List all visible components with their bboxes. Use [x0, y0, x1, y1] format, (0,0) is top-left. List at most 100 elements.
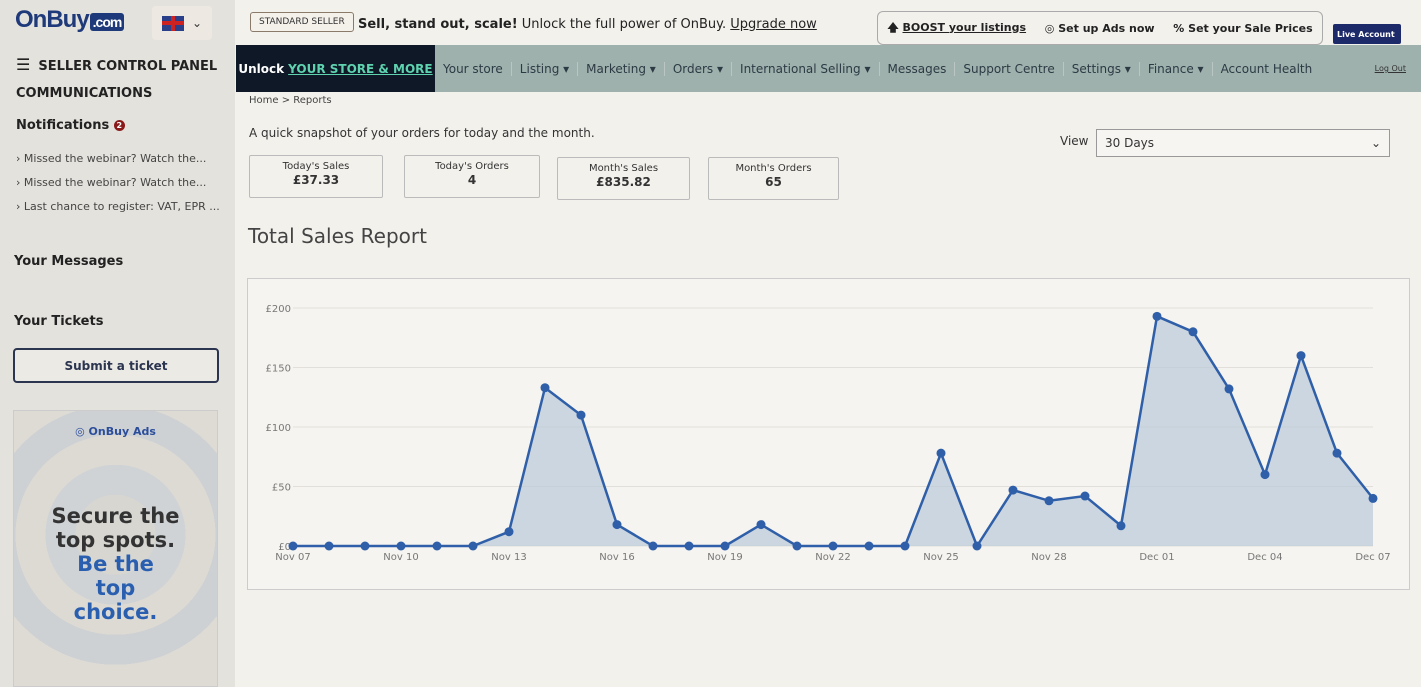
view-label: View: [1060, 134, 1089, 148]
sales-chart: £0 £50 £100 £150 £200 Nov 07 Nov 10 Nov 13 Nov 1…: [247, 278, 1410, 590]
data-point-nov-20: [756, 520, 766, 530]
data-point-nov-30: [1116, 521, 1126, 531]
data-point-dec-07: [1368, 493, 1378, 503]
sales-chart-svg: £0 £50 £100 £150 £200 Nov 07 Nov 10 Nov 13 Nov 1…: [266, 304, 1391, 563]
x-tick-label: Nov 13: [491, 552, 526, 563]
data-point-nov-10: [396, 541, 406, 551]
unlock-store-banner[interactable]: Unlock YOUR STORE & MORE: [236, 45, 435, 92]
nav-support-centre[interactable]: Support Centre: [955, 61, 1064, 76]
nav-finance[interactable]: Finance ▾: [1140, 61, 1213, 76]
control-panel-menu[interactable]: ☰ SELLER CONTROL PANEL: [16, 55, 217, 74]
data-point-nov-09: [360, 541, 370, 551]
data-point-dec-03: [1224, 384, 1234, 394]
breadcrumb[interactable]: Home > Reports: [249, 95, 332, 106]
x-tick-label: Nov 07: [275, 552, 310, 563]
percent-icon: %: [1173, 21, 1185, 35]
data-point-nov-18: [684, 541, 694, 551]
y-tick-label: £0: [278, 542, 291, 553]
notification-item[interactable]: › Last chance to register: VAT, EPR ...: [16, 200, 220, 213]
notification-count-badge: 2: [113, 120, 125, 131]
nav-listing[interactable]: Listing ▾: [512, 61, 579, 76]
notification-item[interactable]: › Missed the webinar? Watch the...: [16, 152, 207, 165]
data-point-dec-06: [1332, 448, 1342, 458]
submit-ticket-button[interactable]: Submit a ticket: [13, 348, 219, 383]
upgrade-promo: Sell, stand out, scale! Unlock the full …: [358, 17, 817, 32]
sale-prices-link[interactable]: % Set your Sale Prices: [1173, 21, 1313, 35]
onbuy-ads-logo: ◎ OnBuy Ads: [75, 425, 156, 438]
x-tick-label: Nov 16: [599, 552, 634, 563]
nav-settings[interactable]: Settings ▾: [1064, 61, 1140, 76]
boost-listings-link[interactable]: 🡅 BOOST your listings: [887, 20, 1027, 34]
data-point-nov-25: [936, 448, 946, 458]
stat-todays-orders: Today's Orders 4: [404, 155, 540, 198]
data-point-nov-16: [612, 520, 622, 530]
hamburger-icon: ☰: [16, 55, 31, 74]
x-tick-label: Nov 19: [707, 552, 742, 563]
data-point-dec-01: [1152, 311, 1162, 321]
nav-international-selling[interactable]: International Selling ▾: [732, 61, 880, 76]
uk-flag-icon: [161, 15, 184, 31]
onbuy-logo[interactable]: OnBuy .com: [14, 6, 125, 34]
x-tick-label: Nov 10: [383, 552, 418, 563]
target-icon: ◎: [1044, 21, 1055, 35]
stat-todays-sales: Today's Sales £37.33: [249, 155, 383, 198]
promo-actions: 🡅 BOOST your listings ◎ Set up Ads now %…: [877, 11, 1323, 45]
target-icon: ◎: [75, 425, 85, 438]
data-point-nov-23: [864, 541, 874, 551]
sidebar: OnBuy .com ⌄ ☰ SELLER CONTROL PANEL COMMUN…: [0, 0, 235, 687]
chevron-down-icon: ⌄: [191, 16, 203, 30]
data-point-nov-14: [540, 383, 550, 393]
nav-marketing[interactable]: Marketing ▾: [578, 61, 665, 76]
data-point-nov-08: [324, 541, 334, 551]
notifications-heading[interactable]: Notifications 2: [16, 118, 125, 133]
nav-your-store[interactable]: Your store: [435, 61, 512, 76]
y-tick-label: £150: [266, 364, 291, 375]
onbuy-ads-banner[interactable]: ◎ OnBuy Ads Secure the top spots. Be the…: [13, 410, 218, 687]
nav-orders[interactable]: Orders ▾: [665, 61, 733, 76]
your-messages-heading[interactable]: Your Messages: [14, 254, 124, 269]
y-tick-label: £200: [266, 304, 291, 315]
snapshot-text: A quick snapshot of your orders for toda…: [249, 126, 595, 140]
main-nav: Unlock YOUR STORE & MORE Your store Listi…: [236, 45, 1421, 92]
x-tick-label: Dec 07: [1355, 552, 1390, 563]
y-tick-label: £100: [266, 423, 291, 434]
data-point-dec-05: [1296, 351, 1306, 361]
x-tick-label: Nov 25: [923, 552, 958, 563]
standard-seller-badge[interactable]: STANDARD SELLER: [250, 12, 354, 32]
data-point-dec-02: [1188, 327, 1198, 337]
data-point-nov-07: [288, 541, 298, 551]
unlock-link[interactable]: YOUR STORE & MORE: [288, 61, 433, 76]
nav-account-health[interactable]: Account Health: [1220, 61, 1313, 76]
x-tick-label: Dec 04: [1247, 552, 1282, 563]
logout-link[interactable]: Log Out: [1374, 64, 1406, 73]
data-point-nov-26: [972, 541, 982, 551]
live-account-toggle[interactable]: Live Account: [1333, 24, 1401, 44]
stat-months-sales: Month's Sales £835.82: [557, 157, 690, 200]
your-tickets-heading[interactable]: Your Tickets: [14, 314, 104, 329]
panel-title: SELLER CONTROL PANEL: [38, 59, 218, 74]
setup-ads-link[interactable]: ◎ Set up Ads now: [1044, 21, 1155, 35]
arrow-up-icon: 🡅: [887, 20, 899, 34]
chevron-down-icon: ⌄: [1370, 136, 1381, 150]
ad-headline: Secure the top spots.: [51, 504, 180, 552]
sales-area: [293, 316, 1373, 546]
notifications-label: Notifications: [16, 118, 110, 133]
nav-messages[interactable]: Messages: [880, 61, 956, 76]
view-period-select[interactable]: 30 Days ⌄: [1096, 129, 1390, 157]
data-point-nov-28: [1044, 496, 1054, 506]
data-point-nov-22: [828, 541, 838, 551]
data-point-dec-04: [1260, 470, 1270, 480]
notification-item[interactable]: › Missed the webinar? Watch the...: [16, 176, 207, 189]
x-tick-label: Nov 22: [815, 552, 850, 563]
upgrade-link[interactable]: Upgrade now: [730, 17, 817, 32]
data-point-nov-15: [576, 410, 586, 420]
data-point-nov-24: [900, 541, 910, 551]
language-selector[interactable]: ⌄: [152, 6, 212, 40]
ad-tagline: Be the top choice.: [73, 552, 158, 624]
data-point-nov-11: [432, 541, 442, 551]
data-point-nov-29: [1080, 491, 1090, 501]
data-point-nov-13: [504, 527, 514, 537]
x-tick-label: Nov 28: [1031, 552, 1066, 563]
y-tick-label: £50: [272, 483, 291, 494]
data-point-nov-21: [792, 541, 802, 551]
